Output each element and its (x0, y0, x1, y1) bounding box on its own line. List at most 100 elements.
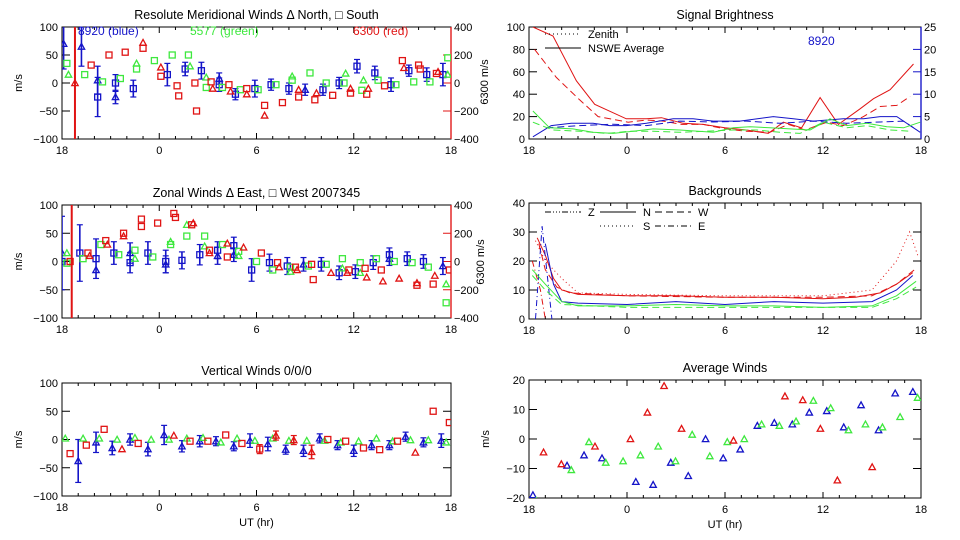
x-tick-label: 18 (523, 325, 535, 337)
x-tick-label: 6 (253, 145, 259, 157)
y-tick-label: 80 (513, 44, 525, 56)
x-tick-label: 0 (156, 324, 162, 336)
data-point-triangle (529, 490, 538, 498)
y-tick-label: 100 (40, 200, 58, 212)
data-point-triangle (159, 430, 169, 439)
y-tick-label: 100 (507, 22, 525, 34)
y2-tick-label: −400 (454, 313, 479, 325)
data-point-triangle (223, 238, 232, 247)
data-point-triangle (229, 441, 239, 450)
x-tick-label: 0 (624, 504, 630, 516)
data-point-square (252, 257, 261, 266)
data-point-triangle (78, 433, 88, 442)
data-point-square (408, 258, 416, 267)
series-line-6300-n (536, 237, 914, 300)
series-line-6300-e (531, 260, 546, 319)
data-point-triangle (705, 451, 715, 460)
y-tick-label: 40 (513, 198, 525, 210)
y-tick-label: 40 (513, 89, 525, 101)
x-tick-label: 0 (156, 502, 162, 514)
data-point-triangle (659, 381, 669, 390)
data-point-square (442, 299, 450, 307)
y2-tick-label: 10 (924, 89, 936, 101)
data-point-triangle (401, 432, 410, 440)
data-point-triangle (739, 434, 749, 443)
data-point-square (267, 81, 275, 89)
data-point-triangle (315, 433, 325, 442)
annotation-green: 5577 (green) (190, 24, 259, 38)
data-point-square (168, 51, 176, 59)
data-point-triangle (242, 89, 252, 98)
data-point-triangle (354, 436, 363, 445)
data-point-triangle (618, 456, 628, 465)
data-point-square (374, 76, 382, 84)
data-point-triangle (130, 433, 140, 442)
data-point-triangle (213, 251, 222, 260)
data-point-triangle (320, 436, 329, 444)
legend-label: E (698, 221, 705, 233)
data-point-square (129, 84, 137, 93)
y2-axis-label: 6300 m/s (475, 239, 487, 285)
legend-item: Zenith (545, 29, 619, 41)
data-point-triangle (631, 477, 641, 486)
x-tick-label: 18 (523, 145, 535, 157)
x-tick-label: 6 (253, 502, 259, 514)
data-point-triangle (562, 461, 572, 469)
x-tick-label: 18 (915, 145, 927, 157)
y-tick-label: 50 (46, 50, 58, 62)
data-point-square (269, 266, 277, 274)
data-point-square (322, 260, 330, 268)
y-tick-label: −50 (39, 106, 58, 118)
data-point-triangle (94, 433, 104, 442)
data-point-triangle (346, 84, 355, 92)
panel-zonal: Zonal Winds Δ East, □ West 2007345 18 0 6 12… (13, 186, 487, 336)
data-point-triangle (156, 62, 166, 71)
data-point-square (153, 219, 162, 227)
data-point-triangle (535, 496, 538, 498)
data-point-square (183, 232, 191, 240)
data-point-triangle (757, 419, 766, 428)
data-point-square (121, 48, 129, 56)
data-point-triangle (312, 88, 321, 97)
data-point-triangle (878, 422, 887, 431)
data-point-triangle (406, 435, 415, 444)
data-point-triangle (579, 450, 589, 459)
data-point-triangle (839, 422, 849, 431)
x-tick-label: 12 (817, 504, 829, 516)
data-point-square (97, 240, 105, 249)
data-point-triangle (844, 425, 853, 434)
plot-frame (61, 382, 452, 497)
legend-label: S (643, 221, 650, 233)
x-axis-label: UT (hr) (239, 517, 274, 529)
data-point-square (341, 437, 350, 445)
data-point-triangle (284, 436, 294, 444)
data-point-square (335, 79, 343, 87)
x-tick-label: 6 (722, 145, 728, 157)
data-point-triangle (867, 462, 877, 471)
y2-tick-label: 25 (924, 22, 936, 34)
x-tick-label: 0 (156, 145, 162, 157)
data-point-triangle (245, 436, 255, 444)
data-point-square (285, 84, 293, 93)
data-point-triangle (164, 434, 174, 443)
data-point-triangle (683, 471, 693, 480)
data-point-square (278, 98, 287, 107)
data-point-square (178, 256, 186, 265)
x-tick-label: 18 (56, 324, 68, 336)
data-point-square (353, 62, 361, 70)
data-point-square (205, 246, 214, 254)
data-point-square (272, 81, 280, 89)
x-tick-label: 12 (348, 145, 360, 157)
data-point-square (403, 255, 411, 263)
series-line-6300-nswe-average (532, 27, 914, 134)
chart-title: Resolute Meridional Winds Δ North, □ Sou… (134, 8, 379, 22)
x-tick-label: 0 (624, 145, 630, 157)
series-line-8920-n (544, 243, 914, 306)
data-point-triangle (287, 71, 297, 80)
data-point-square (311, 96, 319, 104)
data-point-square (286, 263, 295, 271)
legend-item: N (600, 207, 651, 219)
y-tick-label: 30 (513, 227, 525, 239)
